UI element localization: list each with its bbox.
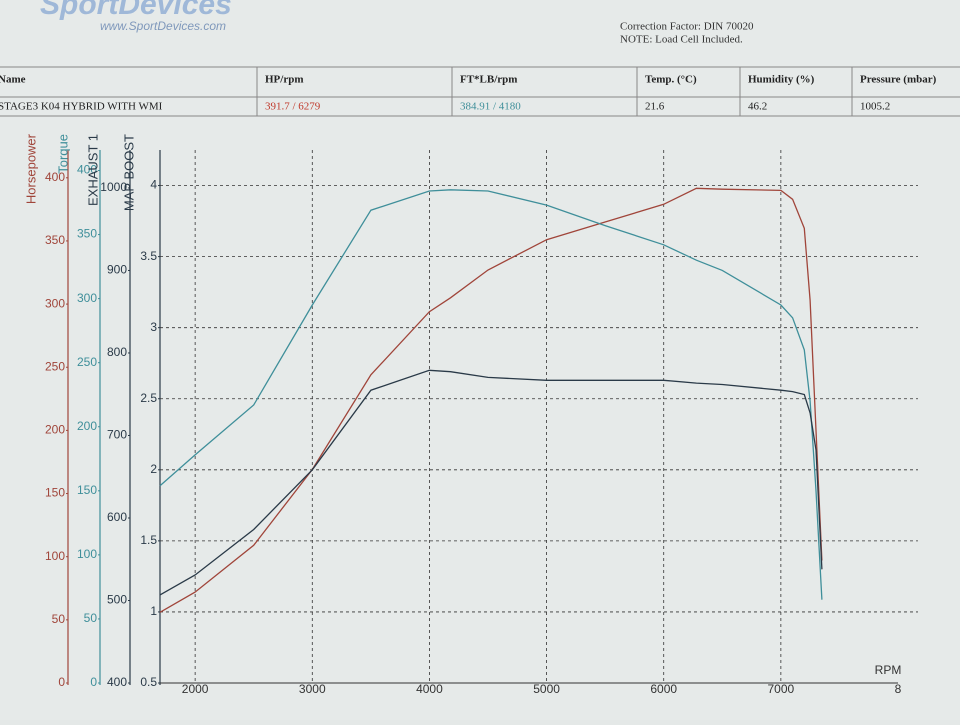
y-tick-label: 250	[45, 359, 65, 373]
y-axis-title: EXHAUST 1	[85, 134, 100, 206]
y-tick-label: 400	[45, 170, 65, 184]
y-tick-label: 100	[77, 547, 97, 561]
cell: 1005.2	[860, 101, 890, 113]
y-tick-label: 0.5	[140, 675, 157, 689]
note: NOTE: Load Cell Included.	[620, 34, 743, 46]
y-tick-label: 400	[77, 163, 97, 177]
y-tick-label: 100	[45, 549, 65, 563]
column-header: Name	[0, 74, 26, 86]
y-tick-label: 150	[77, 483, 97, 497]
y-tick-label: 2	[150, 462, 157, 476]
cell: STAGE3 K04 HYBRID WITH WMI	[0, 101, 163, 113]
logo: SportDevices	[40, 0, 232, 21]
series-line	[159, 189, 823, 600]
y-axis-title: Horsepower	[23, 133, 38, 204]
x-tick-label: 7000	[768, 682, 795, 696]
y-tick-label: 4	[150, 178, 157, 192]
column-header: Pressure (mbar)	[860, 74, 937, 86]
correction: Correction Factor: DIN 70020	[620, 21, 754, 33]
column-header: Humidity (%)	[748, 74, 815, 86]
series-line	[159, 369, 823, 596]
y-tick-label: 400	[107, 675, 127, 689]
y-tick-label: 3	[150, 320, 157, 334]
y-tick-label: 1	[150, 604, 157, 618]
column-header: FT*LB/rpm	[460, 74, 517, 86]
y-tick-label: 3.5	[140, 249, 157, 263]
y-tick-label: 0	[90, 675, 97, 689]
website: www.SportDevices.com	[100, 19, 226, 33]
y-tick-label: 200	[77, 419, 97, 433]
y-tick-label: 200	[45, 423, 65, 437]
y-tick-label: 900	[107, 263, 127, 277]
y-tick-label: 800	[107, 345, 127, 359]
column-header: HP/rpm	[265, 74, 304, 86]
x-tick-label: 6000	[650, 682, 677, 696]
y-tick-label: 50	[84, 611, 98, 625]
x-tick-label: 2000	[182, 682, 209, 696]
y-tick-label: 300	[77, 291, 97, 305]
y-axis-title: MAP BOOST	[121, 134, 136, 211]
y-tick-label: 2.5	[140, 391, 157, 405]
y-tick-label: 300	[45, 296, 65, 310]
x-tick-label: 3000	[299, 682, 326, 696]
column-header: Temp. (°C)	[645, 74, 697, 86]
x-tick-label: 5000	[533, 682, 560, 696]
y-tick-label: 50	[52, 612, 66, 626]
y-tick-label: 1000	[100, 180, 127, 194]
y-tick-label: 350	[77, 227, 97, 241]
cell: 384.91 / 4180	[460, 101, 521, 113]
y-tick-label: 150	[45, 486, 65, 500]
x-axis-title: RPM	[875, 663, 902, 677]
y-tick-label: 500	[107, 593, 127, 607]
y-tick-label: 600	[107, 510, 127, 524]
cell: 21.6	[645, 101, 665, 113]
y-tick-label: 350	[45, 233, 65, 247]
cell: 391.7 / 6279	[265, 101, 321, 113]
y-axis-title: Torque	[55, 134, 70, 174]
x-tick-label: 8	[895, 682, 902, 696]
x-tick-label: 4000	[416, 682, 443, 696]
cell: 46.2	[748, 101, 767, 113]
y-tick-label: 250	[77, 355, 97, 369]
y-tick-label: 1.5	[140, 533, 157, 547]
y-tick-label: 700	[107, 428, 127, 442]
y-tick-label: 0	[58, 675, 65, 689]
